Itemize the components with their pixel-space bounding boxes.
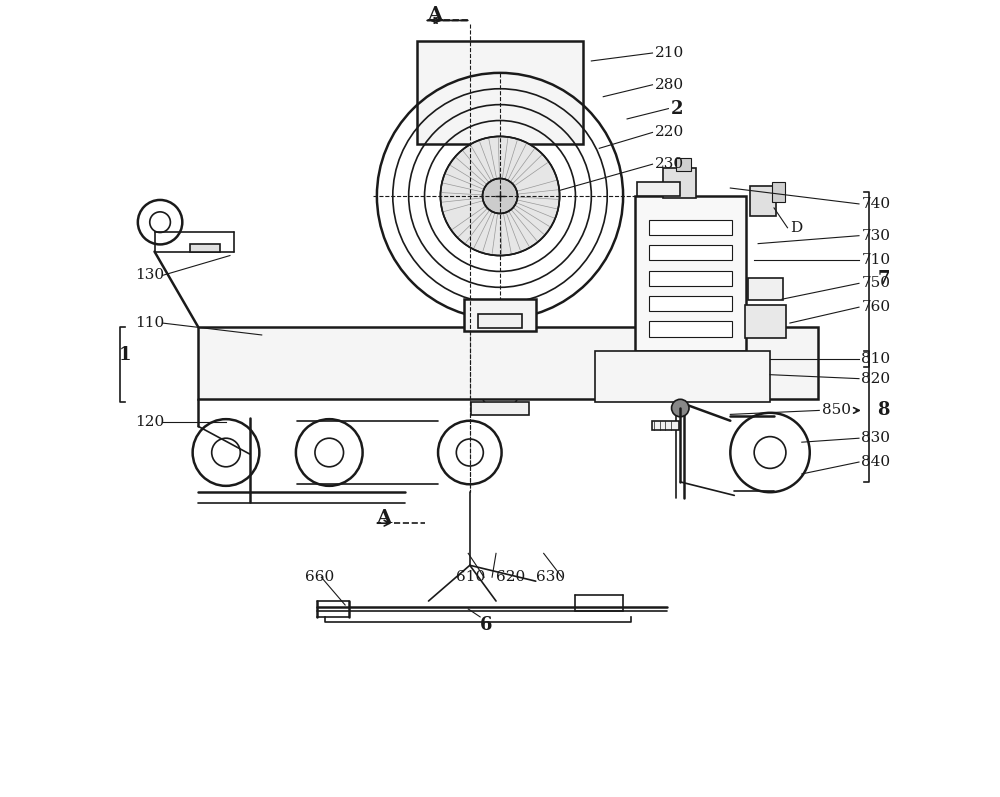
Text: 6: 6: [480, 616, 493, 634]
Circle shape: [483, 179, 517, 214]
Circle shape: [672, 399, 689, 417]
Bar: [471, 402, 529, 415]
Polygon shape: [103, 2, 897, 795]
Text: 220: 220: [655, 125, 684, 139]
Text: 850: 850: [822, 403, 851, 418]
Text: 630: 630: [536, 570, 565, 584]
Text: 620: 620: [496, 570, 525, 584]
Text: 810: 810: [861, 351, 890, 366]
Bar: [750, 186, 776, 216]
Text: 760: 760: [861, 300, 890, 314]
Text: A: A: [427, 6, 442, 24]
Bar: [417, 41, 583, 144]
Text: 1: 1: [119, 346, 131, 363]
Bar: [772, 183, 785, 202]
Bar: [190, 245, 220, 252]
Text: D: D: [790, 221, 802, 235]
Bar: [649, 321, 732, 336]
Text: 280: 280: [655, 78, 684, 92]
Bar: [464, 299, 536, 331]
Bar: [676, 158, 691, 171]
Bar: [635, 196, 746, 351]
Bar: [649, 271, 732, 285]
Text: 8: 8: [877, 402, 890, 419]
Text: 710: 710: [861, 253, 890, 266]
Bar: [649, 245, 732, 261]
Bar: [649, 296, 732, 311]
Bar: [663, 168, 696, 198]
Bar: [745, 304, 786, 338]
Text: 130: 130: [135, 269, 164, 282]
Bar: [478, 313, 522, 328]
Text: A: A: [376, 508, 392, 527]
Bar: [649, 220, 732, 235]
Text: 230: 230: [655, 157, 684, 171]
Bar: [652, 421, 679, 430]
Text: 730: 730: [861, 229, 890, 242]
Bar: [748, 278, 783, 300]
Text: 110: 110: [135, 316, 164, 330]
Circle shape: [440, 136, 560, 256]
Text: 210: 210: [655, 46, 684, 60]
Text: 820: 820: [861, 371, 890, 386]
Text: 120: 120: [135, 415, 164, 430]
Text: 610: 610: [456, 570, 486, 584]
Bar: [198, 327, 818, 398]
Text: 7: 7: [877, 270, 890, 289]
Bar: [595, 351, 770, 402]
Text: 840: 840: [861, 455, 890, 469]
Text: 2: 2: [671, 100, 683, 118]
Bar: [637, 183, 680, 196]
Text: 750: 750: [861, 277, 890, 290]
Text: 740: 740: [861, 197, 890, 211]
Text: 830: 830: [861, 431, 890, 446]
Text: 660: 660: [305, 570, 335, 584]
